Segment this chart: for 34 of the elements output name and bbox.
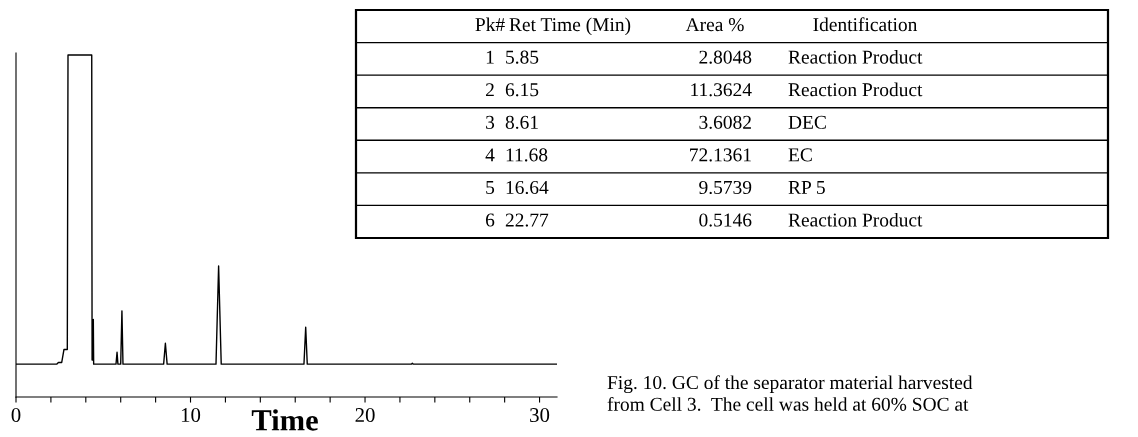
text: Ret Time (Min) xyxy=(509,17,631,36)
annotation: 5.85 xyxy=(506,50,539,64)
text: 72.1361 xyxy=(690,148,751,162)
text: DEC xyxy=(788,115,826,129)
text: 3.6082 xyxy=(699,115,751,129)
annotation: 2 xyxy=(485,83,494,97)
annotation: 6 xyxy=(485,213,495,227)
text: 0.5146 xyxy=(699,213,752,227)
annotation: 11.68 xyxy=(506,148,548,162)
annotation: 4 xyxy=(485,148,495,162)
text: Identification xyxy=(813,17,918,32)
text: 11.3624 xyxy=(691,83,752,97)
text: RP 5 xyxy=(788,181,825,195)
text: EC xyxy=(788,148,812,162)
annotation: 5 xyxy=(486,181,495,195)
annotation: 1 xyxy=(486,50,494,64)
annotation: 6.15 xyxy=(505,83,539,97)
x-axis-title: Time xyxy=(251,409,318,431)
annotation: 16.64 xyxy=(506,180,549,195)
text: Reaction Product xyxy=(788,212,923,227)
text: Area % xyxy=(685,18,744,32)
annotation: 22.77 xyxy=(505,213,549,227)
x-tick-label: 20 xyxy=(355,408,375,423)
x-tick-label: 30 xyxy=(530,408,550,423)
caption: Fig. 10. GC of the separator material harvested from Cell 3. The cell was held at 60% SOC at xyxy=(607,375,973,411)
x-tick-label: 0 xyxy=(11,408,21,423)
annotation: 3 xyxy=(486,115,495,129)
x-tick-label: 10 xyxy=(181,408,201,423)
annotation: 8.61 xyxy=(505,115,538,129)
text: 9.5739 xyxy=(699,180,752,195)
text: Pk# xyxy=(475,17,505,31)
text: 2.8048 xyxy=(699,50,752,64)
text: Reaction Product xyxy=(788,82,923,97)
text: Reaction Product xyxy=(788,50,923,64)
